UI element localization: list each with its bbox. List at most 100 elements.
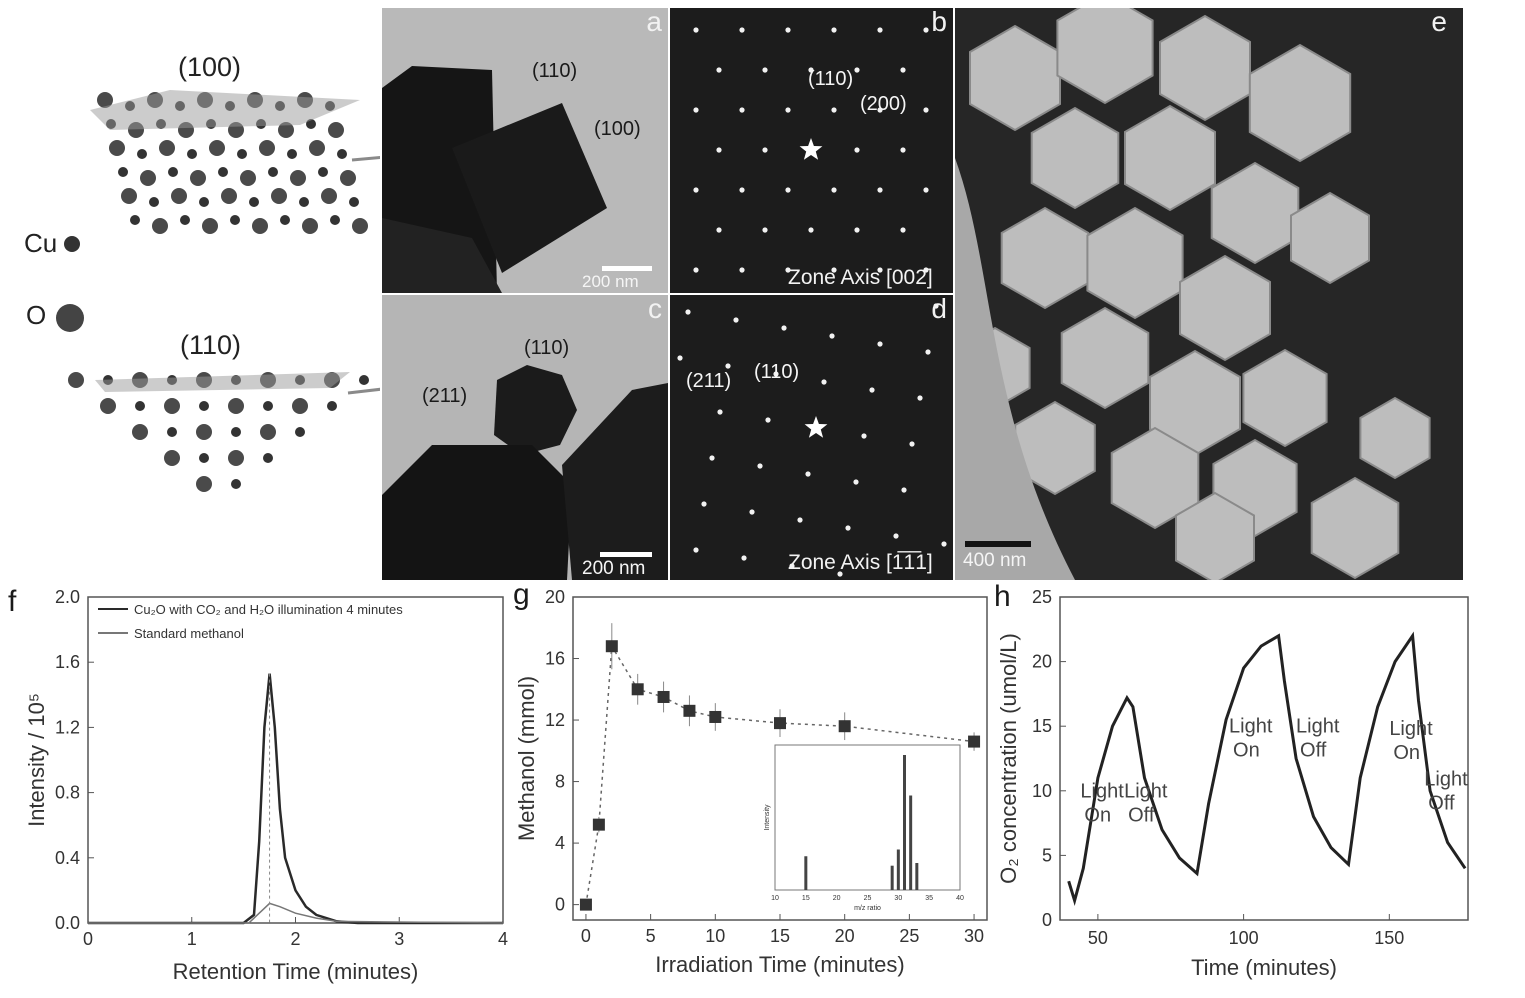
lattice-atom: [167, 427, 177, 437]
sem-particle: [1159, 14, 1251, 122]
diffraction-spot: [933, 303, 939, 309]
micrograph-e: e 400 nm: [955, 8, 1463, 580]
zone-axis-b: Zone Axis [002]: [788, 266, 933, 289]
data-point: [592, 818, 605, 831]
lattice-plane: [95, 372, 350, 392]
diffraction-spot: [900, 67, 906, 73]
scale-bar-a: [602, 266, 652, 271]
sem-particle: [1179, 254, 1271, 362]
diffraction-spot: [829, 333, 835, 339]
lattice-atom: [271, 188, 287, 204]
lattice-atom: [295, 427, 305, 437]
lattice-atom: [349, 197, 359, 207]
diffraction-spot: [725, 363, 731, 369]
diffraction-spot: [869, 387, 875, 393]
sem-particle: [1359, 396, 1431, 480]
diffraction-spot: [831, 107, 837, 113]
series-line: [88, 902, 504, 924]
lattice-atom: [187, 149, 197, 159]
lattice-atom: [352, 218, 368, 234]
x-tick-label: 20: [835, 926, 855, 946]
light-annotation: Off: [1128, 804, 1155, 826]
facet-100-label: (100): [178, 52, 242, 82]
lattice-atom: [292, 398, 308, 414]
lattice-atom: [306, 119, 316, 129]
x-tick-label: 0: [581, 926, 591, 946]
sem-particle: [1210, 161, 1300, 265]
lattice-atom: [199, 453, 209, 463]
lattice-atom: [278, 122, 294, 138]
diffraction-spot: [831, 187, 837, 193]
sem-particle: [1086, 206, 1184, 320]
inset-bar: [804, 856, 808, 890]
structure-panel: (100) (110) Cu O: [0, 0, 380, 585]
sem-particle: [1056, 8, 1154, 105]
lattice-atom: [196, 424, 212, 440]
diffraction-spot: [785, 27, 791, 33]
diffraction-spot: [716, 67, 722, 73]
o-atom-legend: [56, 304, 84, 332]
lattice-atom: [121, 188, 137, 204]
light-annotation: On: [1233, 740, 1260, 762]
diffraction-spot: [785, 187, 791, 193]
legend-cu-label: Cu: [24, 228, 58, 258]
diffraction-spot: [739, 107, 745, 113]
lattice-atom: [118, 167, 128, 177]
y-tick-label: 0.4: [55, 848, 80, 868]
scale-label-a: 200 nm: [582, 272, 639, 291]
diffraction-spot: [805, 471, 811, 477]
x-tick-label: 5: [646, 926, 656, 946]
lattice-atom: [190, 170, 206, 186]
sem-particle: [1014, 400, 1096, 496]
inset-tick-label: 20: [833, 895, 841, 902]
diffraction-spot: [923, 267, 929, 273]
lattice-100: [90, 90, 368, 234]
y-axis-label: Methanol (mmol): [514, 676, 539, 841]
diffraction-spot: [693, 267, 699, 273]
diffraction-spot: [877, 341, 883, 347]
diffraction-spot: [845, 525, 851, 531]
diffraction-spot: [900, 147, 906, 153]
lattice-atom: [252, 218, 268, 234]
facet-label-b2: (200): [860, 93, 907, 115]
diffraction-spot: [765, 417, 771, 423]
panel-letter-f: f: [8, 585, 17, 618]
panel-letter-b: b: [931, 8, 947, 37]
panel-letter-c: c: [648, 295, 662, 324]
diffraction-spot: [877, 27, 883, 33]
lattice-atom: [302, 218, 318, 234]
lattice-atom: [260, 424, 276, 440]
lattice-atom: [171, 188, 187, 204]
x-axis-label: Time (minutes): [1191, 955, 1337, 980]
data-point: [774, 717, 786, 730]
lattice-atom: [231, 479, 241, 489]
lattice-atom: [327, 401, 337, 411]
y-tick-label: 5: [1042, 845, 1052, 865]
light-annotation: Off: [1428, 793, 1455, 815]
lattice-atom: [249, 197, 259, 207]
lattice-atom: [299, 197, 309, 207]
pointer-line-110: [347, 387, 380, 395]
y-tick-label: 0: [1042, 910, 1052, 930]
diffraction-spot: [693, 27, 699, 33]
inset-frame: [774, 744, 961, 891]
inset-bar: [909, 795, 913, 890]
x-tick-label: 3: [394, 929, 404, 949]
lattice-atom: [164, 450, 180, 466]
diffraction-spot: [923, 27, 929, 33]
diffraction-spot: [693, 187, 699, 193]
diffraction-spot: [831, 27, 837, 33]
diffraction-spot: [901, 487, 907, 493]
light-annotation: Light: [1124, 780, 1168, 802]
sem-particle: [1000, 206, 1090, 310]
diffraction-spot: [739, 187, 745, 193]
light-annotation: Light: [1424, 769, 1468, 791]
diffraction-spot: [917, 395, 923, 401]
cu-atom-legend: [64, 236, 80, 252]
diffraction-spot: [733, 317, 739, 323]
lattice-atom: [132, 424, 148, 440]
inset-x-label: m/z ratio: [854, 905, 881, 912]
lattice-atom: [268, 167, 278, 177]
diffraction-spot: [762, 227, 768, 233]
y-axis-label: Intensity / 10⁵: [24, 693, 49, 827]
